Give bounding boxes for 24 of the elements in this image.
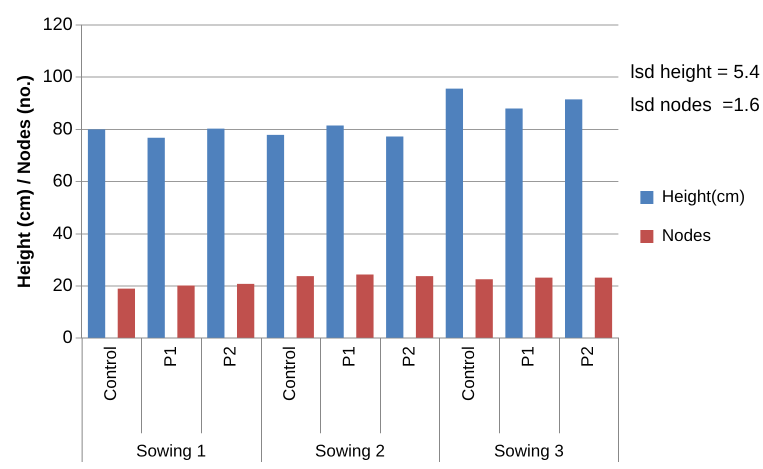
y-axis-title: Height (cm) / Nodes (no.) bbox=[14, 75, 34, 288]
x-tick-label: P2 bbox=[578, 346, 598, 367]
y-tick-label: 80 bbox=[52, 118, 73, 138]
y-tick-label: 0 bbox=[62, 327, 73, 348]
x-tick-label: P2 bbox=[399, 346, 418, 367]
text: Sowing 1 bbox=[136, 441, 206, 460]
x-tick-label: P1 bbox=[518, 346, 538, 367]
y-tick-label: 60 bbox=[52, 170, 73, 191]
y-tick-label: 100 bbox=[42, 66, 73, 86]
x-tick-label: Control bbox=[458, 346, 478, 402]
y-tick-label: 20 bbox=[52, 274, 73, 295]
x-tick-label: P1 bbox=[340, 346, 359, 367]
text: Sowing 2 bbox=[315, 441, 385, 460]
x-tick-label: P2 bbox=[220, 346, 240, 367]
x-tick-label: Control bbox=[101, 346, 120, 402]
text: lsd height = 5.4 bbox=[630, 62, 760, 84]
text: Sowing 3 bbox=[494, 441, 564, 460]
x-tick-label: Control bbox=[280, 346, 300, 402]
y-tick-label: 120 bbox=[42, 14, 73, 34]
legend-label: Height(cm) bbox=[662, 187, 745, 206]
y-tick-label: 40 bbox=[52, 222, 73, 243]
text: lsd nodes =1.6 bbox=[630, 95, 760, 116]
x-tick-label: P1 bbox=[160, 346, 180, 367]
legend-label: Nodes bbox=[662, 226, 712, 246]
